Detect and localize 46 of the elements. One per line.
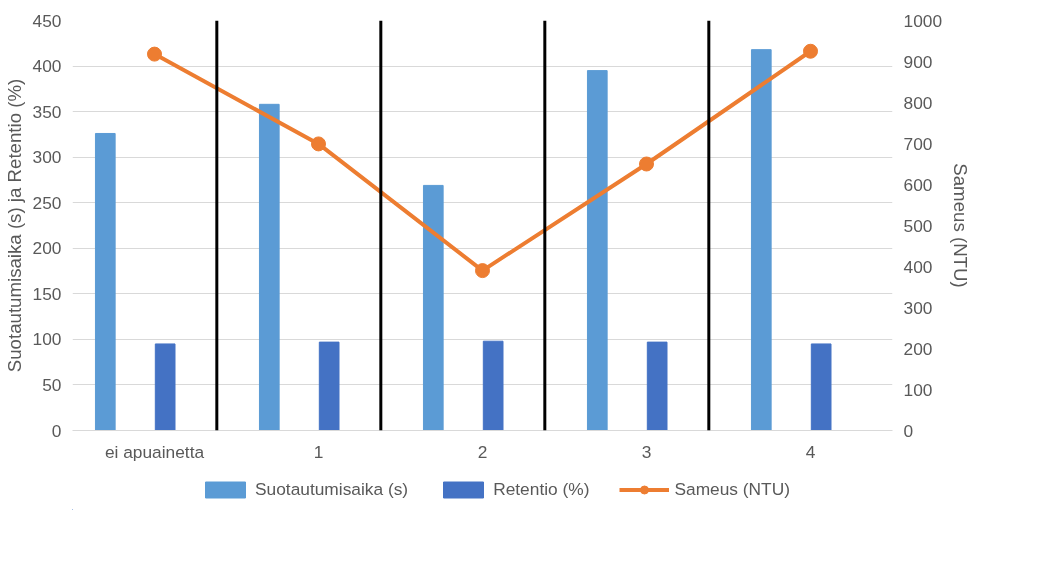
- legend-label: Sameus (NTU): [674, 478, 790, 500]
- y-tick-label: 0: [51, 420, 62, 441]
- y2-tick-label: 200: [903, 338, 933, 359]
- bar: [810, 343, 832, 431]
- y2-tick-label: 700: [903, 133, 933, 154]
- x-tick-label: 3: [641, 441, 652, 462]
- x-tick-label: 1: [313, 441, 324, 462]
- y-tick-label: 250: [32, 192, 62, 213]
- y-tick-label: 400: [32, 56, 62, 77]
- bar: [422, 184, 444, 431]
- y2-tick-label: 400: [903, 256, 933, 277]
- y2-tick-label: 600: [903, 174, 933, 195]
- y-tick-label: 100: [32, 329, 62, 350]
- y-tick-label: 300: [32, 147, 62, 168]
- y-tick-label: 150: [32, 283, 62, 304]
- legend-label: Suotautumisaika (s): [255, 478, 409, 500]
- x-tick-label: 4: [805, 441, 816, 462]
- y2-axis-title: Sameus (NTU): [950, 163, 972, 288]
- y-tick-label: 450: [32, 10, 62, 31]
- bar: [586, 70, 608, 431]
- y2-tick-label: 800: [903, 92, 933, 113]
- y2-tick-label: 300: [903, 297, 933, 318]
- y2-tick-label: 0: [903, 420, 914, 441]
- y2-tick-label: 1000: [903, 10, 943, 31]
- bar: [154, 343, 176, 431]
- bar: [482, 340, 504, 431]
- x-tick-label: 2: [477, 441, 488, 462]
- bar: [94, 132, 116, 431]
- y-axis-title: Suotautumisaika (s) ja Retentio (%): [3, 78, 25, 373]
- bar: [318, 341, 340, 431]
- point: [147, 46, 162, 62]
- y-tick-label: 200: [32, 238, 62, 259]
- y2-tick-label: 100: [903, 379, 933, 400]
- point: [803, 43, 818, 59]
- y2-tick-label: 900: [903, 51, 933, 72]
- y-tick-label: 350: [32, 101, 62, 122]
- legend-label: Retentio (%): [493, 478, 590, 500]
- bar: [750, 49, 772, 431]
- point: [311, 136, 326, 152]
- x-tick-label: ei apuainetta: [104, 441, 205, 462]
- y-tick-label: 50: [42, 374, 62, 395]
- bar: [258, 103, 280, 431]
- point: [639, 156, 654, 172]
- bar: [646, 341, 668, 431]
- y2-tick-label: 500: [903, 215, 933, 236]
- point: [475, 263, 490, 279]
